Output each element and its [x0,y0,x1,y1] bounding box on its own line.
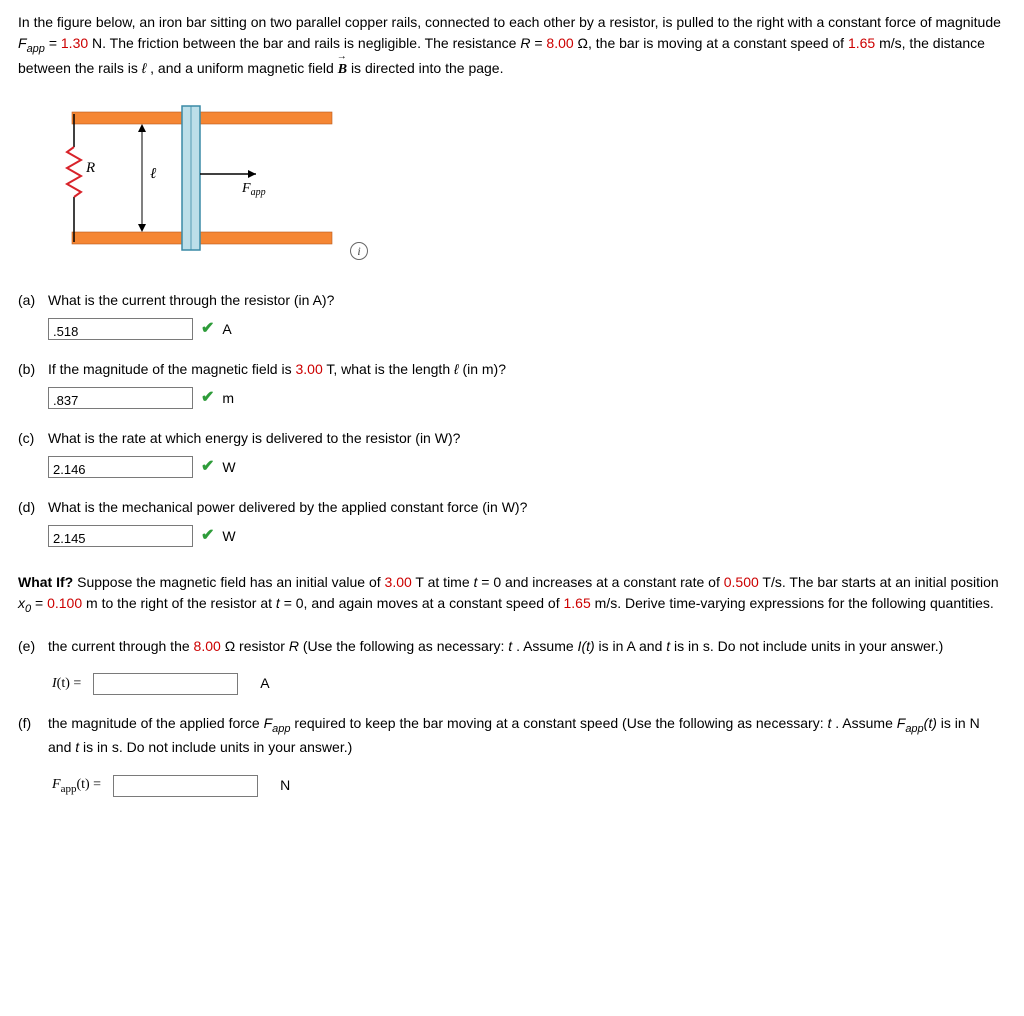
part-d-question: What is the mechanical power delivered b… [48,497,1006,518]
part-f-unit: N [280,775,290,796]
what-if-label: What If? [18,574,73,590]
part-b-question: If the magnitude of the magnetic field i… [48,359,1006,380]
part-a-question: What is the current through the resistor… [48,290,1006,311]
part-d: (d) What is the mechanical power deliver… [18,497,1006,548]
r-value: 8.00 [546,35,573,51]
part-label-c: (c) [18,428,34,449]
part-b: (b) If the magnitude of the magnetic fie… [18,359,1006,410]
problem-intro: In the figure below, an iron bar sitting… [18,12,1006,80]
fapp-value: 1.30 [61,35,88,51]
part-c: (c) What is the rate at which energy is … [18,428,1006,479]
part-b-unit: m [222,388,234,409]
check-icon: ✔ [201,317,214,341]
part-b-answer-input[interactable]: .837 [48,387,193,409]
part-c-answer-input[interactable]: 2.146 [48,456,193,478]
intro-text: N. The friction between the bar and rail… [92,35,520,51]
part-c-question: What is the rate at which energy is deli… [48,428,1006,449]
part-e-question: the current through the 8.00 Ω resistor … [48,636,1006,657]
check-icon: ✔ [201,455,214,479]
r-symbol: R [520,35,530,51]
part-label-a: (a) [18,290,35,311]
part-a-answer-input[interactable]: .518 [48,318,193,340]
part-e-unit: A [260,673,269,694]
part-label-f: (f) [18,713,31,734]
intro-text: In the figure below, an iron bar sitting… [18,14,1001,30]
ell-label: ℓ [150,166,156,182]
check-icon: ✔ [201,524,214,548]
part-label-b: (b) [18,359,35,380]
part-e: (e) the current through the 8.00 Ω resis… [18,636,1006,695]
check-icon: ✔ [201,386,214,410]
fapp-figure-label: Fapp [241,181,266,198]
part-f: (f) the magnitude of the applied force F… [18,713,1006,798]
part-label-d: (d) [18,497,35,518]
part-f-answer-input[interactable] [113,775,258,797]
info-icon[interactable]: i [350,242,368,260]
rails-diagram: R ℓ Fapp [34,92,354,267]
intro-eq: = [49,35,61,51]
what-if-section: What If? Suppose the magnetic field has … [18,572,1006,617]
part-a-unit: A [222,319,231,340]
part-e-answer-input[interactable] [93,673,238,695]
part-c-unit: W [222,457,235,478]
part-label-e: (e) [18,636,35,657]
part-f-lhs: Fapp(t) = [52,774,101,797]
part-d-answer-input[interactable]: 2.145 [48,525,193,547]
physics-figure: R ℓ Fapp i [34,92,374,272]
part-e-lhs: I(t) = [52,673,81,694]
r-label: R [85,160,95,176]
fapp-symbol: Fapp [18,35,45,51]
part-d-unit: W [222,526,235,547]
ell-symbol: ℓ [142,60,147,76]
part-a: (a) What is the current through the resi… [18,290,1006,341]
b-vector-symbol: B [338,57,347,80]
speed-value: 1.65 [848,35,875,51]
part-f-question: the magnitude of the applied force Fapp … [48,713,1006,758]
